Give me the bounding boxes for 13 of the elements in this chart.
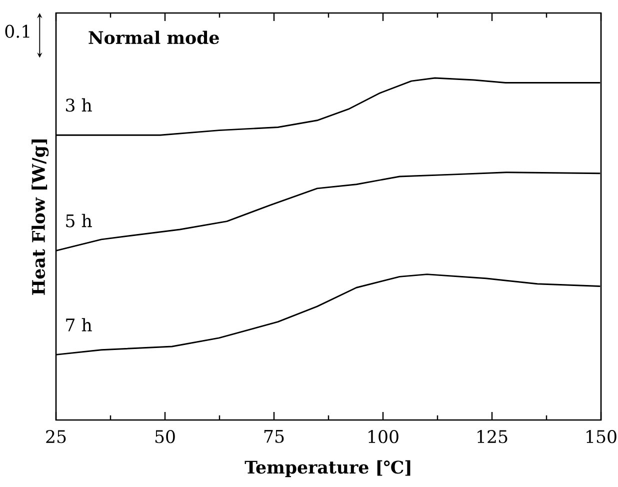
x-tick-label: 125 xyxy=(478,430,508,444)
x-tick-label: 150 xyxy=(586,430,616,444)
x-tick-label: 25 xyxy=(46,430,66,444)
y-axis-title: Heat Flow [W/g] xyxy=(32,139,49,295)
x-tick-label: 75 xyxy=(264,430,284,443)
series-label: 7 h xyxy=(66,318,92,332)
x-tick-label: 100 xyxy=(368,430,398,444)
series-label: 3 h xyxy=(66,98,92,112)
text: 0.1 xyxy=(5,24,30,38)
text: Normal mode xyxy=(88,30,219,44)
series-label: 5 h xyxy=(66,214,92,228)
x-axis-title: Temperature [℃] xyxy=(244,460,410,478)
x-tick-label: 50 xyxy=(155,430,175,444)
